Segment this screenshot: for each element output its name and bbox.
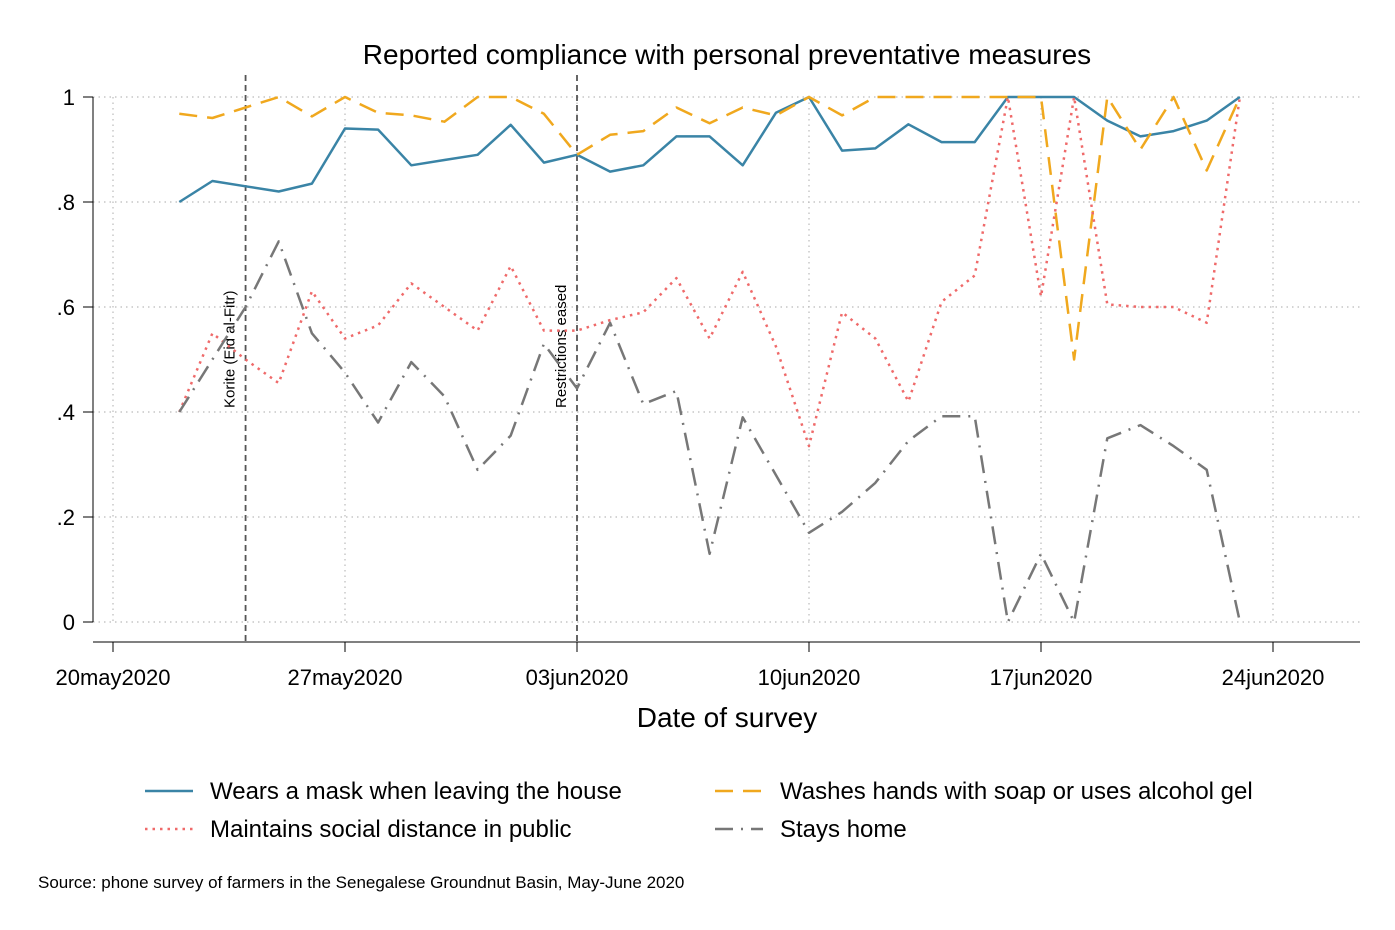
x-tick-label: 20may2020: [56, 665, 171, 690]
event-annotation: Restrictions eased: [553, 285, 570, 408]
x-tick-label: 24jun2020: [1222, 665, 1325, 690]
legend-label: Wears a mask when leaving the house: [210, 778, 622, 805]
source-note: Source: phone survey of farmers in the S…: [38, 873, 684, 892]
legend: Wears a mask when leaving the house Washe…: [145, 778, 1253, 843]
x-tick-label: 10jun2020: [758, 665, 861, 690]
series-line-1: [178, 95, 1241, 204]
legend-label: Maintains social distance in public: [210, 816, 572, 843]
y-tick-label: .4: [57, 400, 75, 425]
y-tick-label: .6: [57, 295, 75, 320]
x-axis: 20may2020 27may2020 03jun2020 10jun2020 17ju…: [56, 641, 1360, 690]
y-tick-label: 0: [63, 610, 75, 635]
x-tick-label: 27may2020: [288, 665, 403, 690]
event-lines: Korite (Eid al-Fitr) Restrictions eased: [222, 75, 578, 642]
series-line-3: [178, 95, 1242, 448]
y-tick-label: .8: [57, 190, 75, 215]
y-axis: 0 .2 .4 .6 .8 1: [57, 85, 94, 635]
y-tick-label: 1: [63, 85, 75, 110]
legend-label: Washes hands with soap or uses alcohol g…: [780, 778, 1253, 805]
series-line-4: [178, 240, 1242, 624]
x-axis-title: Date of survey: [637, 702, 818, 733]
event-annotation: Korite (Eid al-Fitr): [222, 290, 239, 408]
x-tick-label: 17jun2020: [990, 665, 1093, 690]
gridlines: [93, 96, 1360, 623]
y-tick-label: .2: [57, 505, 75, 530]
series-lines: [178, 95, 1242, 624]
legend-label: Stays home: [780, 816, 907, 843]
series-line-2: [179, 95, 1242, 361]
x-tick-label: 03jun2020: [526, 665, 629, 690]
chart-title: Reported compliance with personal preven…: [363, 39, 1091, 70]
